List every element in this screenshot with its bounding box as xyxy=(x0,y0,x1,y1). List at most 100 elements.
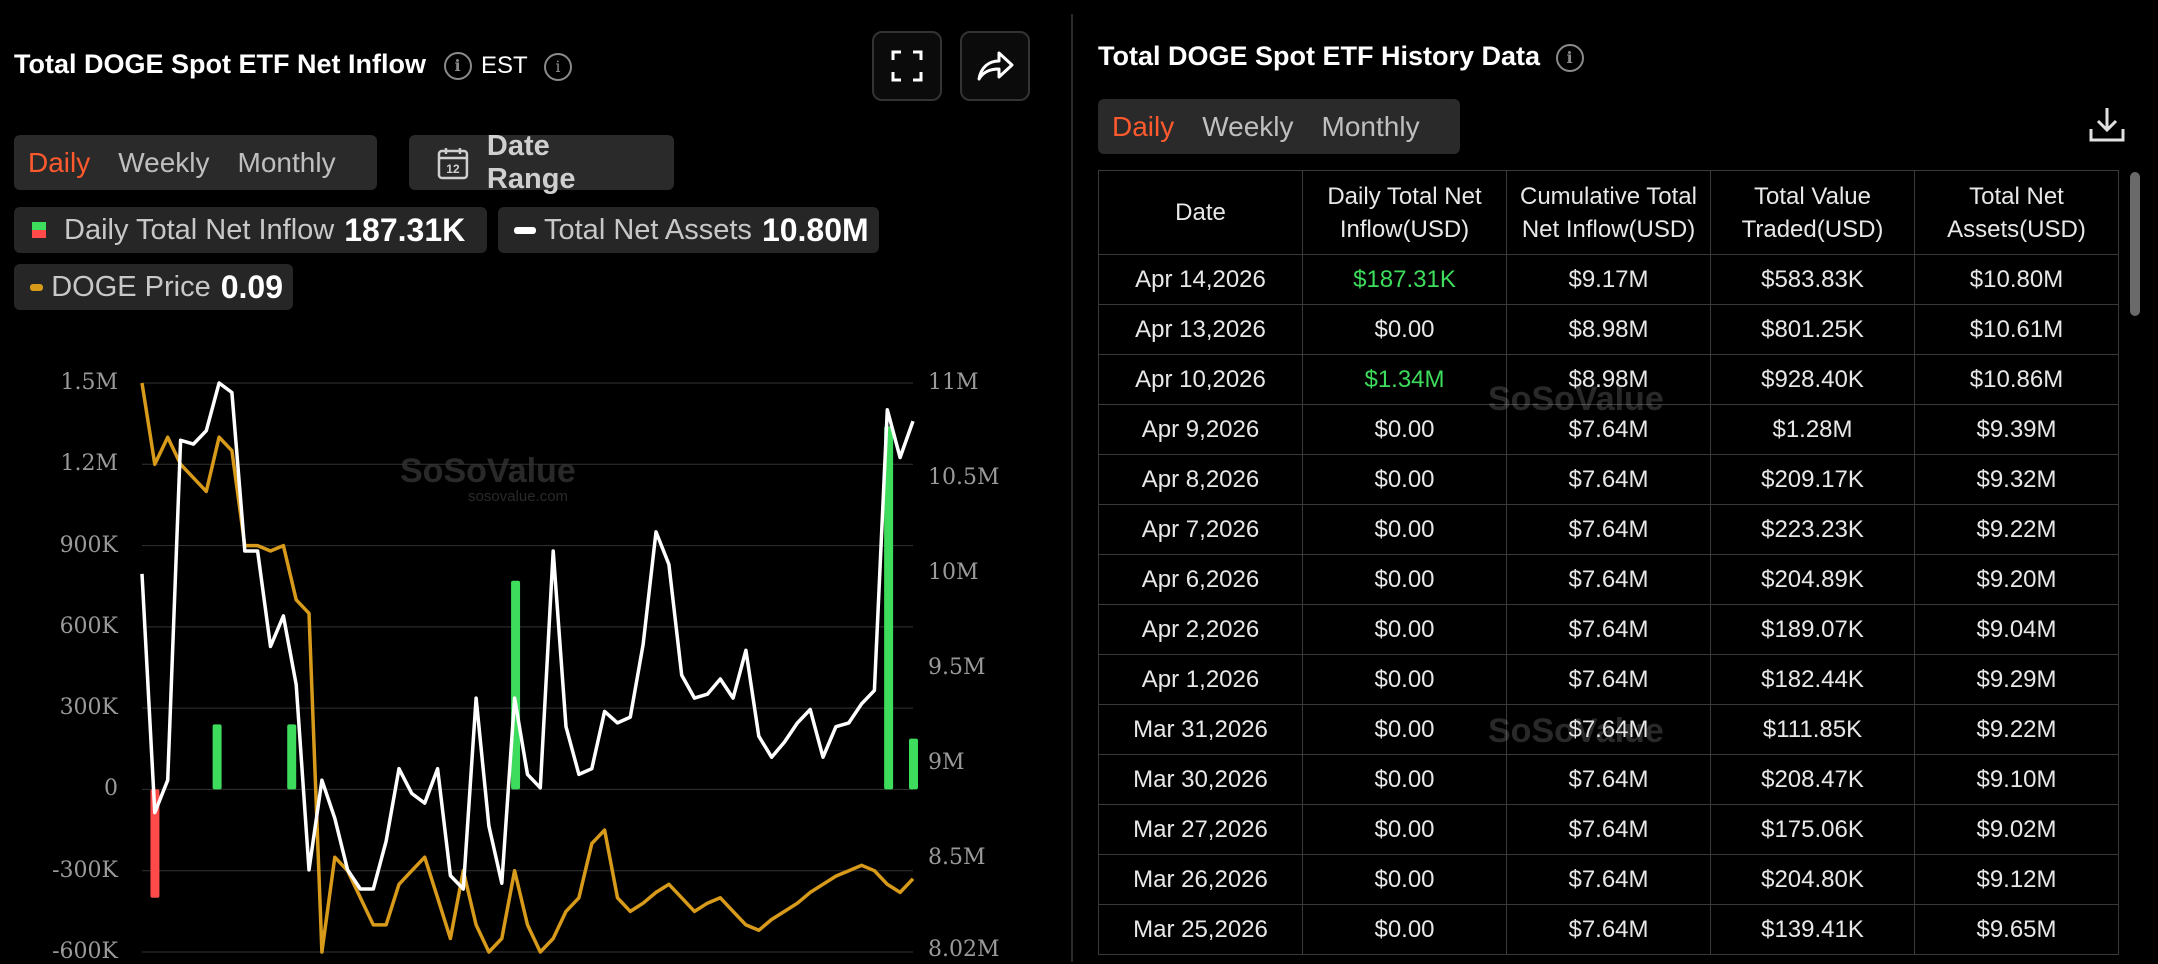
download-button[interactable] xyxy=(2087,105,2127,145)
column-header: Total Value Traded(USD) xyxy=(1710,170,1915,255)
table-cell: $7.64M xyxy=(1506,504,1711,555)
table-cell: $7.64M xyxy=(1506,554,1711,605)
share-button[interactable] xyxy=(960,31,1030,101)
legend-doge-price[interactable]: DOGE Price 0.09 xyxy=(14,264,293,310)
table-row[interactable]: Apr 14,2026 $187.31K $9.17M $583.83K $10.80M xyxy=(1098,254,2119,305)
column-header: Date xyxy=(1098,170,1303,255)
calendar-day: 12 xyxy=(446,161,460,175)
doge-price-line[interactable] xyxy=(140,382,915,954)
inflow-chart[interactable] xyxy=(0,0,1071,962)
table-cell: $0.00 xyxy=(1302,804,1507,855)
table-cell: $928.40K xyxy=(1710,354,1915,405)
table-row[interactable]: Apr 13,2026 $0.00 $8.98M $801.25K $10.61M xyxy=(1098,304,2119,355)
left-tick-label: -300K xyxy=(52,857,118,883)
legend-net-assets[interactable]: Total Net Assets 10.80M xyxy=(498,207,879,253)
table-cell: $204.80K xyxy=(1710,854,1915,905)
inflow-bar[interactable] xyxy=(909,738,918,790)
table-cell: Apr 1,2026 xyxy=(1098,654,1303,705)
history-title: Total DOGE Spot ETF History Data i xyxy=(1098,41,1584,72)
table-cell: $182.44K xyxy=(1710,654,1915,705)
date-range-button[interactable]: 12 Date Range xyxy=(409,130,674,195)
table-cell: $7.64M xyxy=(1506,454,1711,505)
column-header: Daily Total Net Inflow(USD) xyxy=(1302,170,1507,255)
table-row[interactable]: Mar 27,2026 $0.00 $7.64M $175.06K $9.02M xyxy=(1098,804,2119,855)
history-tab-daily[interactable]: Daily xyxy=(1112,110,1175,142)
table-cell: Apr 10,2026 xyxy=(1098,354,1303,405)
table-cell: $10.61M xyxy=(1914,304,2119,355)
table-cell: Mar 31,2026 xyxy=(1098,704,1303,755)
history-info-icon[interactable]: i xyxy=(1555,43,1584,72)
info-icon[interactable]: i xyxy=(443,51,472,80)
inflow-bar[interactable] xyxy=(511,580,521,790)
right-tick-label: 8.02M xyxy=(928,937,1000,962)
net-inflow-swatch xyxy=(32,222,46,238)
date-range-label: Date Range xyxy=(486,129,576,195)
table-cell: $189.07K xyxy=(1710,604,1915,655)
net-assets-swatch xyxy=(514,226,536,234)
table-cell: $9.22M xyxy=(1914,504,2119,555)
table-cell: Apr 13,2026 xyxy=(1098,304,1303,355)
table-row[interactable]: Apr 6,2026 $0.00 $7.64M $204.89K $9.20M xyxy=(1098,554,2119,605)
table-cell: $0.00 xyxy=(1302,404,1507,455)
timezone-selector[interactable]: EST i xyxy=(481,52,572,81)
table-cell: $583.83K xyxy=(1710,254,1915,305)
table-cell: $139.41K xyxy=(1710,904,1915,955)
tab-monthly[interactable]: Monthly xyxy=(237,146,336,178)
history-tab-monthly[interactable]: Monthly xyxy=(1321,110,1420,142)
column-header: Cumulative Total Net Inflow(USD) xyxy=(1506,170,1711,255)
table-cell: $208.47K xyxy=(1710,754,1915,805)
net-inflow-panel: Total DOGE Spot ETF Net Inflow i EST i D… xyxy=(0,0,1071,964)
left-tick-label: 600K xyxy=(59,613,118,639)
legend-net-inflow[interactable]: Daily Total Net Inflow 187.31K xyxy=(14,207,487,253)
table-cell: $8.98M xyxy=(1506,304,1711,355)
net-assets-line[interactable] xyxy=(140,381,915,891)
history-title-text: Total DOGE Spot ETF History Data xyxy=(1098,41,1541,71)
table-row[interactable]: Mar 26,2026 $0.00 $7.64M $204.80K $9.12M xyxy=(1098,854,2119,905)
table-cell: $7.64M xyxy=(1506,654,1711,705)
period-tabs: Daily Weekly Monthly xyxy=(14,135,377,190)
table-cell: Apr 7,2026 xyxy=(1098,504,1303,555)
panel-divider xyxy=(1071,14,1073,962)
inflow-bar[interactable] xyxy=(287,724,297,790)
history-tab-weekly[interactable]: Weekly xyxy=(1202,110,1294,142)
table-row[interactable]: Apr 9,2026 $0.00 $7.64M $1.28M $9.39M xyxy=(1098,404,2119,455)
table-row[interactable]: Mar 30,2026 $0.00 $7.64M $208.47K $9.10M xyxy=(1098,754,2119,805)
table-scrollbar[interactable] xyxy=(2130,172,2140,316)
left-tick-label: 1.5M xyxy=(60,370,118,395)
table-row[interactable]: Apr 7,2026 $0.00 $7.64M $223.23K $9.22M xyxy=(1098,504,2119,555)
table-row[interactable]: Mar 25,2026 $0.00 $7.64M $139.41K $9.65M xyxy=(1098,904,2119,955)
tab-daily[interactable]: Daily xyxy=(28,146,91,178)
table-cell: $9.22M xyxy=(1914,704,2119,755)
inflow-bar[interactable] xyxy=(150,789,160,898)
table-header-row: Date Daily Total Net Inflow(USD) Cumulativ… xyxy=(1098,170,2119,255)
table-cell: $0.00 xyxy=(1302,304,1507,355)
table-cell: $0.00 xyxy=(1302,454,1507,505)
table-cell: $7.64M xyxy=(1506,904,1711,955)
table-cell: $801.25K xyxy=(1710,304,1915,355)
chart-title-text: Total DOGE Spot ETF Net Inflow xyxy=(14,49,426,79)
net-assets-label: Total Net Assets xyxy=(544,213,752,246)
table-cell: $9.29M xyxy=(1914,654,2119,705)
table-cell: $9.65M xyxy=(1914,904,2119,955)
tab-weekly[interactable]: Weekly xyxy=(118,146,210,178)
left-tick-label: 900K xyxy=(59,532,118,558)
timezone-info-icon[interactable]: i xyxy=(543,52,572,81)
history-period-tabs: Daily Weekly Monthly xyxy=(1098,99,1460,154)
inflow-bar[interactable] xyxy=(212,724,222,790)
table-cell: $9.12M xyxy=(1914,854,2119,905)
table-cell: $7.64M xyxy=(1506,804,1711,855)
inflow-bar[interactable] xyxy=(884,426,894,790)
table-row[interactable]: Mar 31,2026 $0.00 $7.64M $111.85K $9.22M xyxy=(1098,704,2119,755)
timezone-label: EST xyxy=(481,52,528,79)
table-row[interactable]: Apr 10,2026 $1.34M $8.98M $928.40K $10.86M xyxy=(1098,354,2119,405)
fullscreen-button[interactable] xyxy=(872,31,942,101)
table-row[interactable]: Apr 2,2026 $0.00 $7.64M $189.07K $9.04M xyxy=(1098,604,2119,655)
table-cell: $9.10M xyxy=(1914,754,2119,805)
table-cell: $187.31K xyxy=(1302,254,1507,305)
table-row[interactable]: Apr 1,2026 $0.00 $7.64M $182.44K $9.29M xyxy=(1098,654,2119,705)
right-tick-label: 9.5M xyxy=(928,655,986,680)
doge-price-value: 0.09 xyxy=(220,268,283,305)
table-cell: $0.00 xyxy=(1302,704,1507,755)
table-cell: $10.86M xyxy=(1914,354,2119,405)
table-row[interactable]: Apr 8,2026 $0.00 $7.64M $209.17K $9.32M xyxy=(1098,454,2119,505)
